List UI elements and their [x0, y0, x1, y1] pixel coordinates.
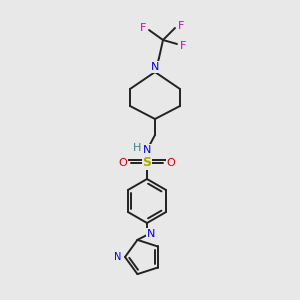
Text: N: N: [147, 229, 155, 239]
Text: O: O: [167, 158, 176, 168]
Text: N: N: [114, 252, 122, 262]
Text: N: N: [151, 62, 159, 72]
Text: F: F: [180, 41, 186, 51]
Text: H: H: [133, 143, 141, 153]
Text: S: S: [142, 157, 152, 169]
Text: N: N: [143, 145, 151, 155]
Text: O: O: [118, 158, 127, 168]
Text: F: F: [178, 21, 184, 31]
Text: F: F: [140, 23, 146, 33]
